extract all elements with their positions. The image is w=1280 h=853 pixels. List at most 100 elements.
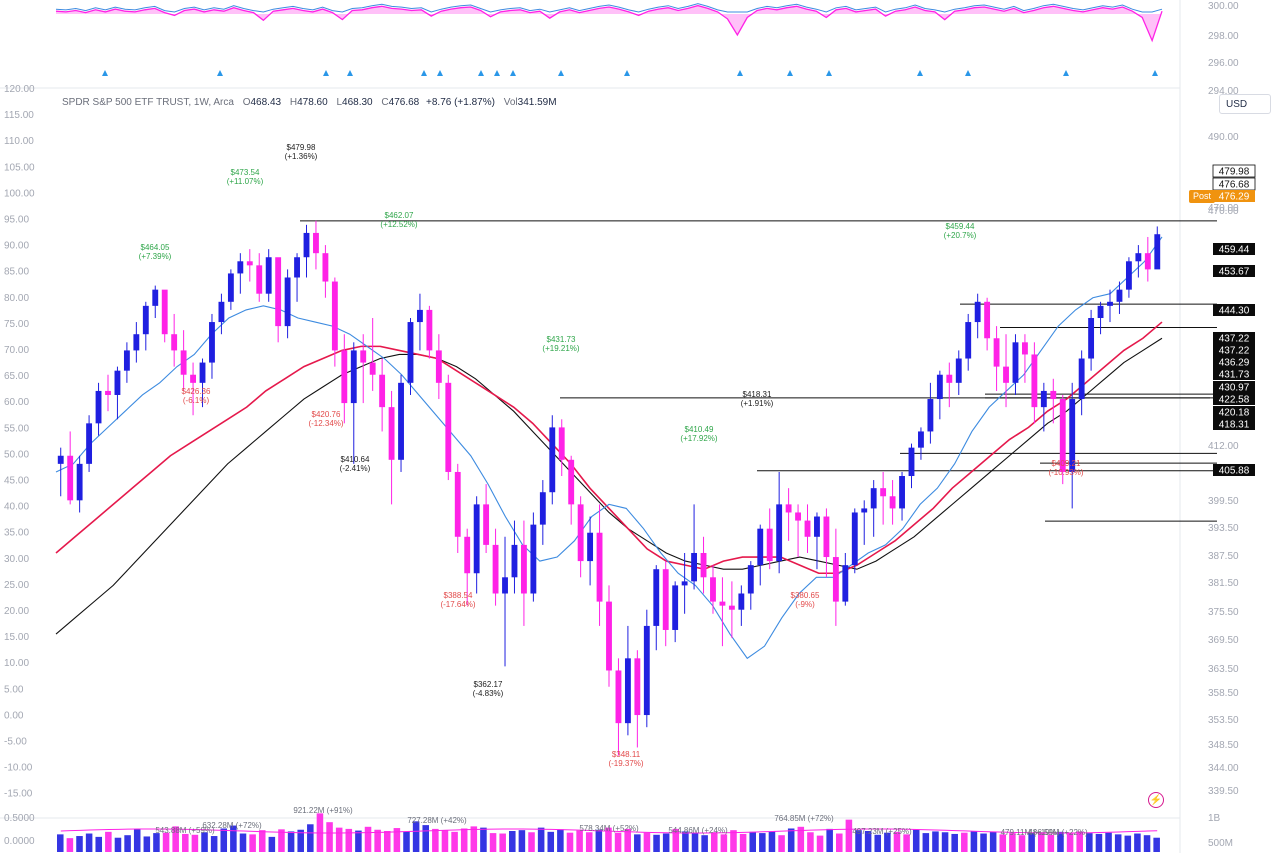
candle-body [1031, 354, 1038, 408]
signal-marker [737, 70, 743, 76]
annotation-percent: (-4.83%) [473, 689, 504, 698]
close-key: C [381, 97, 389, 108]
candle-body [67, 455, 74, 501]
candle-body [606, 601, 612, 671]
volume-bar [95, 836, 103, 852]
candle-body [360, 350, 367, 363]
right-axis-label: 353.50 [1208, 715, 1239, 726]
candle-body [218, 301, 225, 323]
candle-body [946, 374, 953, 383]
volume-bar [912, 829, 920, 852]
left-axis-label: 110.00 [4, 136, 34, 147]
volume-average-line [60, 828, 1158, 834]
candle-body [823, 516, 830, 558]
candle-body [672, 585, 679, 630]
volume-bar [518, 830, 526, 852]
candle-body [114, 370, 121, 395]
candle-body [331, 281, 338, 351]
currency-selector[interactable]: USD [1219, 94, 1271, 114]
volume-bar [297, 829, 304, 852]
volume-label: 543.88M (+59%) [155, 826, 215, 835]
candle-body [502, 577, 508, 594]
candle-body [1135, 253, 1142, 262]
volume-bar [1134, 833, 1141, 852]
volume-bar [345, 828, 353, 852]
candle-body [76, 463, 83, 501]
volume-bar [1076, 831, 1083, 852]
candle-body [1125, 261, 1132, 290]
volume-label: 544.86M (+24%) [668, 826, 728, 835]
candle-body [237, 261, 244, 274]
left-axis-label: 75.00 [4, 319, 29, 330]
volume-bar [460, 828, 468, 852]
annotation-price: $464.05 [141, 243, 170, 252]
oscillator-area [56, 5, 1162, 41]
annotation-price: $380.65 [791, 591, 820, 600]
candle-body [908, 447, 915, 477]
annotation-percent: (-2.41%) [340, 464, 371, 473]
price-tag: 453.67 [1219, 267, 1250, 278]
volume-bar [1114, 834, 1122, 852]
volume-bar [480, 827, 487, 852]
volume-bar [1143, 835, 1151, 852]
annotation-price: $426.36 [182, 387, 211, 396]
price-tag: 418.31 [1219, 420, 1250, 431]
candle-body [955, 358, 962, 383]
candle-body [199, 362, 206, 383]
volume-bar [287, 831, 295, 852]
price-tag-box [1213, 332, 1255, 344]
signal-marker [826, 70, 832, 76]
volume-bar [412, 821, 420, 852]
candle-body [681, 581, 688, 586]
candle-body [1012, 342, 1019, 383]
left-axis-label: 90.00 [4, 241, 29, 252]
candle-body [918, 431, 924, 448]
left-axis-label: 35.00 [4, 528, 29, 539]
symbol-legend: SPDR S&P 500 ETF TRUST, 1W, Arca O468.43… [62, 97, 557, 108]
volume-bar [489, 833, 497, 852]
annotation-price: $479.98 [287, 143, 316, 152]
volume-bar [191, 834, 199, 852]
volume-bar [1057, 831, 1064, 852]
price-tag-box [1213, 344, 1255, 356]
price-tag: 479.98 [1219, 167, 1250, 178]
candle-body [899, 476, 905, 509]
price-tag: 476.29 [1219, 192, 1250, 203]
left-axis-label: 25.00 [4, 580, 29, 591]
candle-body [1088, 318, 1095, 359]
volume-bar [797, 826, 805, 852]
volume-bar [836, 833, 843, 852]
volume-bar [451, 831, 458, 852]
candle-body [86, 423, 93, 464]
volume-bar [249, 834, 256, 852]
candle-body [161, 289, 168, 335]
right-axis-label: 399.50 [1208, 496, 1239, 507]
volume-key: Vol [503, 97, 518, 108]
symbol-name: SPDR S&P 500 ETF TRUST, 1W, Arca [62, 97, 234, 108]
lightning-icon[interactable]: ⚡ [1148, 792, 1164, 808]
candle-body [275, 257, 282, 327]
annotation-percent: (+17.92%) [680, 434, 717, 443]
signal-marker [1152, 70, 1158, 76]
volume-bar [1105, 832, 1112, 852]
volume-bar [528, 832, 535, 852]
volume-bar [499, 833, 506, 852]
right-axis-label: 294.00 [1208, 86, 1239, 97]
candle-body [984, 301, 991, 339]
annotation-price: $462.07 [385, 211, 414, 220]
volume-bar [787, 828, 795, 852]
price-tag: 444.30 [1219, 306, 1250, 317]
volume-bar [941, 832, 949, 852]
post-market-label: Post [1189, 190, 1215, 203]
candle-body [795, 512, 801, 521]
candle-body [832, 557, 839, 602]
candle-body [974, 301, 981, 323]
signal-marker [965, 70, 971, 76]
volume-bar [903, 834, 910, 852]
annotation-price: $431.73 [547, 335, 576, 344]
volume-bar [66, 838, 74, 852]
left-axis-label: 105.00 [4, 162, 35, 173]
candle-body [464, 536, 471, 574]
volume-bar [662, 833, 670, 852]
right-axis-label: 296.00 [1208, 58, 1239, 69]
